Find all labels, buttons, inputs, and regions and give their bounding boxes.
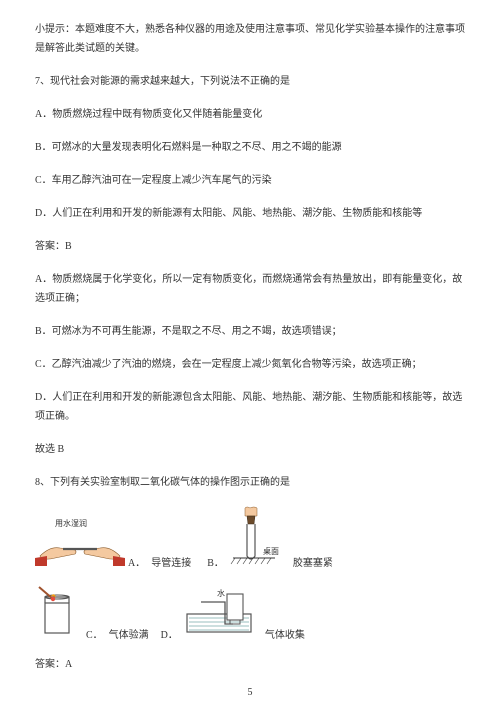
q8-row-1: 用水湿润 A． 导管连接 B． bbox=[35, 506, 465, 573]
q8-figure-b-block: B． bbox=[207, 506, 287, 573]
q8-c-prefix: C． bbox=[86, 626, 103, 645]
q7-conclusion: 故选 B bbox=[35, 440, 465, 459]
svg-text:桌面: 桌面 bbox=[263, 546, 279, 556]
q8-d-text: 气体收集 bbox=[265, 626, 305, 645]
q7-option-c: C．车用乙醇汽油可在一定程度上减少汽车尾气的污染 bbox=[35, 171, 465, 190]
q8-figure-c-block: C． bbox=[35, 583, 103, 645]
stopper-tube-icon: 桌面 bbox=[227, 506, 287, 573]
document-page: 小提示：本题难度不大，熟悉各种仪器的用途及使用注意事项、常见化学实验基本操作的注… bbox=[0, 0, 500, 698]
hands-tube-icon: 用水湿润 bbox=[35, 516, 125, 573]
q8-a-prefix: A． bbox=[128, 554, 145, 573]
q7-answer: 答案：B bbox=[35, 237, 465, 256]
q8-answer: 答案：A bbox=[35, 655, 465, 674]
q7-option-b: B．可燃冰的大量发现表明化石燃料是一种取之不尽、用之不竭的能源 bbox=[35, 138, 465, 157]
q7-explain-b: B．可燃冰为不可再生能源，不是取之不尽、用之不竭，故选项错误； bbox=[35, 322, 465, 341]
q8-figure-d-block: D． 水 bbox=[161, 588, 259, 645]
bottle-match-icon bbox=[35, 583, 83, 645]
q7-option-d: D．人们正在利用和开发的新能源有太阳能、风能、地热能、潮汐能、生物质能和核能等 bbox=[35, 204, 465, 223]
q8-row-2: C． 气体验满 D． 水 bbox=[35, 583, 465, 645]
q7-stem: 7、现代社会对能源的需求越来越大，下列说法不正确的是 bbox=[35, 72, 465, 91]
q8-d-prefix: D． bbox=[161, 626, 178, 645]
page-number: 5 bbox=[0, 687, 500, 698]
q7-explain-a: A．物质燃烧属于化学变化，所以一定有物质变化，而燃烧通常会有热量放出，即有能量变… bbox=[35, 270, 465, 308]
hint-text: 小提示：本题难度不大，熟悉各种仪器的用途及使用注意事项、常见化学实验基本操作的注… bbox=[35, 20, 465, 58]
q7-explain-d: D．人们正在利用和开发的新能源包含太阳能、风能、地热能、潮汐能、生物质能和核能等… bbox=[35, 388, 465, 426]
svg-text:水: 水 bbox=[217, 588, 225, 598]
q8-stem-real: 8、下列有关实验室制取二氧化碳气体的操作图示正确的是 bbox=[35, 473, 465, 492]
q8-a-text: 导管连接 bbox=[151, 554, 191, 573]
q8-figure-a-block: 用水湿润 A． bbox=[35, 516, 145, 573]
fig-a-label: 用水湿润 bbox=[55, 518, 87, 528]
q7-option-a: A．物质燃烧过程中既有物质变化又伴随着能量变化 bbox=[35, 105, 465, 124]
q8-c-text: 气体验满 bbox=[109, 626, 149, 645]
q8-b-text: 胶塞塞紧 bbox=[293, 554, 333, 573]
q7-explain-c: C．乙醇汽油减少了汽油的燃烧，会在一定程度上减少氮氧化合物等污染，故选项正确； bbox=[35, 355, 465, 374]
water-trough-icon: 水 bbox=[181, 588, 259, 645]
q8-b-prefix: B． bbox=[207, 554, 224, 573]
